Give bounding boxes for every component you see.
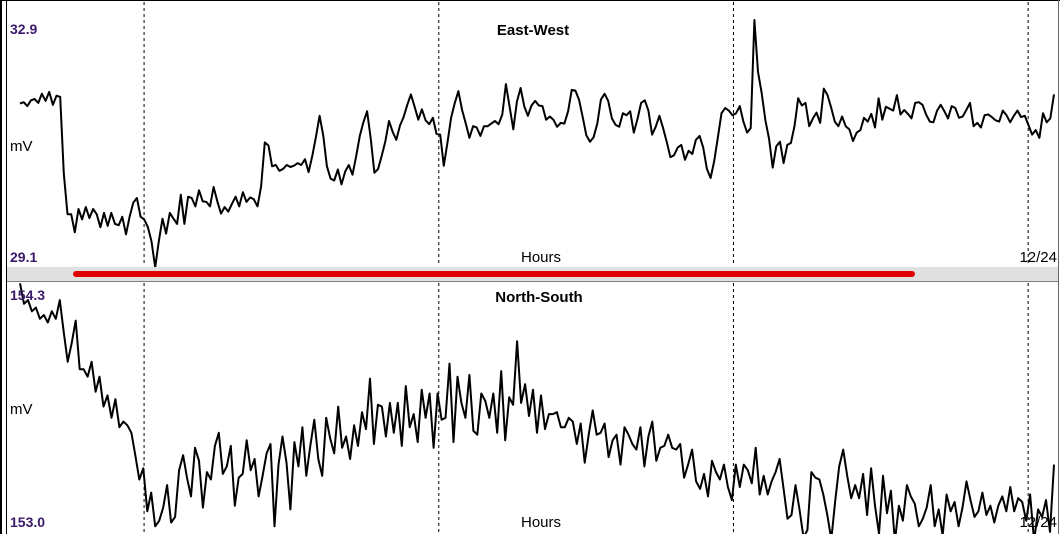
- north-south-ymin-label: 153.0: [10, 514, 45, 530]
- east-west-ymin-label: 29.1: [10, 249, 37, 265]
- north-south-title: North-South: [495, 289, 582, 306]
- east-west-ylabel: mV: [10, 138, 33, 155]
- panel-north-south: North-South 154.3 153.0 mV Hours 12/24: [10, 283, 1057, 534]
- panel-east-west: East-West 32.9 29.1 mV Hours 12/24: [10, 2, 1057, 269]
- north-south-ymax-label: 154.3: [10, 287, 45, 303]
- east-west-date-label: 12/24: [1019, 249, 1057, 266]
- east-west-ymax-label: 32.9: [10, 21, 37, 37]
- north-south-ylabel: mV: [10, 401, 33, 418]
- east-west-title: East-West: [497, 22, 569, 39]
- east-west-xlabel: Hours: [521, 249, 561, 266]
- north-south-date-label: 12/24: [1019, 514, 1057, 531]
- north-south-trace: [19, 283, 1055, 534]
- panel-splitter[interactable]: [7, 267, 1058, 282]
- north-south-xlabel: Hours: [521, 514, 561, 531]
- east-west-trace: [19, 19, 1055, 269]
